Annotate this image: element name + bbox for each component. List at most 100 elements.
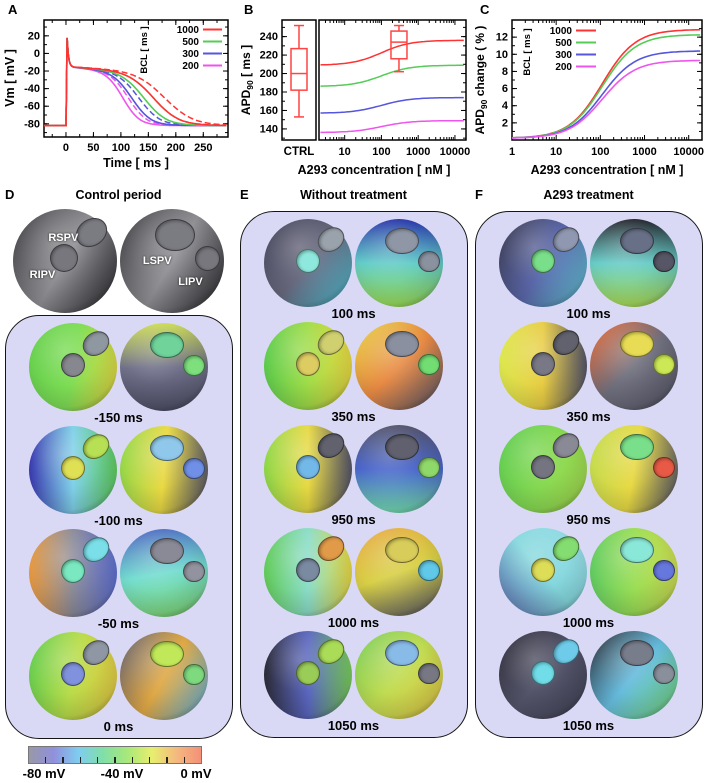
svg-text:240: 240 (260, 31, 278, 43)
right-atrium-sphere (264, 425, 352, 513)
rspv-ostium (77, 325, 115, 361)
svg-text:100: 100 (372, 146, 390, 158)
column-control-period: D Control period RSPV RIPV LSPV LIPV -150 m… (2, 185, 235, 739)
svg-text:Time [ ms ]: Time [ ms ] (103, 156, 169, 170)
rspv-ostium (547, 633, 585, 669)
right-atrium-sphere (499, 528, 587, 616)
lipv-ostium (418, 250, 440, 273)
svg-text:300: 300 (182, 49, 199, 60)
svg-text:10: 10 (339, 146, 351, 158)
y-axis-label: Vm [ mV ] (3, 49, 17, 107)
sphere-pair (29, 323, 208, 411)
sphere-pair (264, 425, 443, 513)
lspv-label: LSPV (142, 254, 172, 267)
panel-C: C 2 4 6 8 10 12 1 10 100 1000 10000 A293 concentrat… (472, 0, 708, 185)
frame-time-label: 100 ms (566, 306, 611, 321)
rspv-ostium (77, 428, 115, 464)
y-axis-label: APD90 [ ms ] (239, 45, 255, 115)
left-atrium-sphere (590, 322, 678, 410)
svg-text:500: 500 (182, 37, 199, 48)
ripv-ostium (60, 352, 85, 377)
svg-text:50: 50 (87, 142, 99, 154)
sphere-pair (499, 528, 678, 616)
lipv-ostium (183, 663, 205, 686)
right-atrium-sphere: RSPV RIPV (13, 209, 117, 313)
lipv-ostium (183, 560, 205, 583)
rspv-label: RSPV (48, 231, 79, 244)
svg-text:160: 160 (260, 105, 278, 117)
ripv-label: RIPV (29, 269, 56, 282)
svg-text:200: 200 (182, 61, 199, 72)
svg-text:6: 6 (502, 83, 508, 95)
sphere-pair (264, 322, 443, 410)
sphere-pair (499, 631, 678, 719)
svg-text:Vm [ mV ]: Vm [ mV ] (3, 49, 17, 107)
lipv-ostium (418, 662, 440, 685)
frame-time-label: 0 ms (103, 719, 134, 734)
sphere-pair (264, 631, 443, 719)
left-atrium-sphere (355, 528, 443, 616)
voltage-map-frame: 1000 ms (499, 528, 678, 631)
panel-letter-E: E (240, 187, 249, 202)
lspv-ostium (149, 537, 184, 565)
series-curve (511, 28, 701, 139)
boxplot (290, 24, 308, 118)
lspv-ostium (619, 536, 654, 564)
left-atrium-sphere (120, 632, 208, 720)
panel-B: B 140 160 180 200 220 240 10 100 1000 10000 CTRL A2… (236, 0, 472, 185)
ripv-ostium (295, 248, 320, 273)
column-F-header: F A293 treatment (472, 185, 705, 207)
colorbar-tick (166, 757, 168, 763)
series-curve (512, 59, 701, 139)
svg-text:2: 2 (502, 117, 508, 129)
lipv-ostium (194, 246, 220, 272)
svg-text:8: 8 (502, 66, 508, 78)
svg-text:4: 4 (502, 100, 509, 112)
anatomy-spheres-row: RSPV RIPV LSPV LIPV (13, 207, 224, 315)
left-atrium-sphere (355, 631, 443, 719)
rspv-ostium (312, 633, 350, 669)
voltage-map-frame: 950 ms (499, 425, 678, 528)
right-atrium-sphere (499, 631, 587, 719)
svg-text:500: 500 (555, 38, 572, 49)
svg-text:APD90 change ( % ): APD90 change ( % ) (473, 26, 489, 135)
frame-time-label: -50 ms (97, 616, 140, 631)
svg-text:100: 100 (591, 146, 609, 158)
panel-letter-C: C (480, 2, 490, 17)
svg-text:1000: 1000 (406, 146, 430, 158)
series-curve (511, 34, 701, 139)
svg-text:12: 12 (496, 32, 508, 44)
voltage-map-frame: 100 ms (499, 219, 678, 322)
colorbar-tick (183, 757, 186, 763)
colorbar-label-neg40: -40 mV (100, 766, 144, 781)
svg-text:CTRL: CTRL (284, 146, 315, 158)
lspv-ostium (619, 227, 654, 255)
frame-time-label: 950 ms (566, 512, 611, 527)
ripv-ostium (60, 455, 85, 480)
right-atrium-sphere (499, 219, 587, 307)
svg-text:140: 140 (260, 123, 278, 135)
series-curve (320, 119, 464, 134)
right-atrium-sphere (29, 632, 117, 720)
svg-text:APD90 [ ms ]: APD90 [ ms ] (239, 45, 255, 115)
svg-text:0: 0 (34, 48, 40, 60)
frame-time-label: 1000 ms (327, 615, 380, 630)
svg-text:10: 10 (550, 146, 562, 158)
ripv-ostium (60, 558, 85, 583)
rspv-ostium (312, 530, 350, 566)
lspv-ostium (149, 434, 184, 462)
apd90-dose-response-chart: 140 160 180 200 220 240 10 100 1000 10000 CTRL A293… (239, 19, 470, 177)
column-F-title: A293 treatment (543, 188, 634, 202)
ripv-ostium (295, 557, 320, 582)
svg-text:10000: 10000 (673, 146, 704, 158)
colorbar-tick (96, 757, 99, 763)
voltage-map-frame: -150 ms (29, 323, 208, 426)
svg-text:200: 200 (555, 62, 572, 73)
control-frames-box: -150 ms -100 ms -50 ms 0 ms (4, 315, 233, 739)
lipv-ostium (418, 559, 440, 582)
right-atrium-sphere (499, 322, 587, 410)
voltage-map-frame: -100 ms (29, 426, 208, 529)
series-curve (44, 37, 227, 127)
